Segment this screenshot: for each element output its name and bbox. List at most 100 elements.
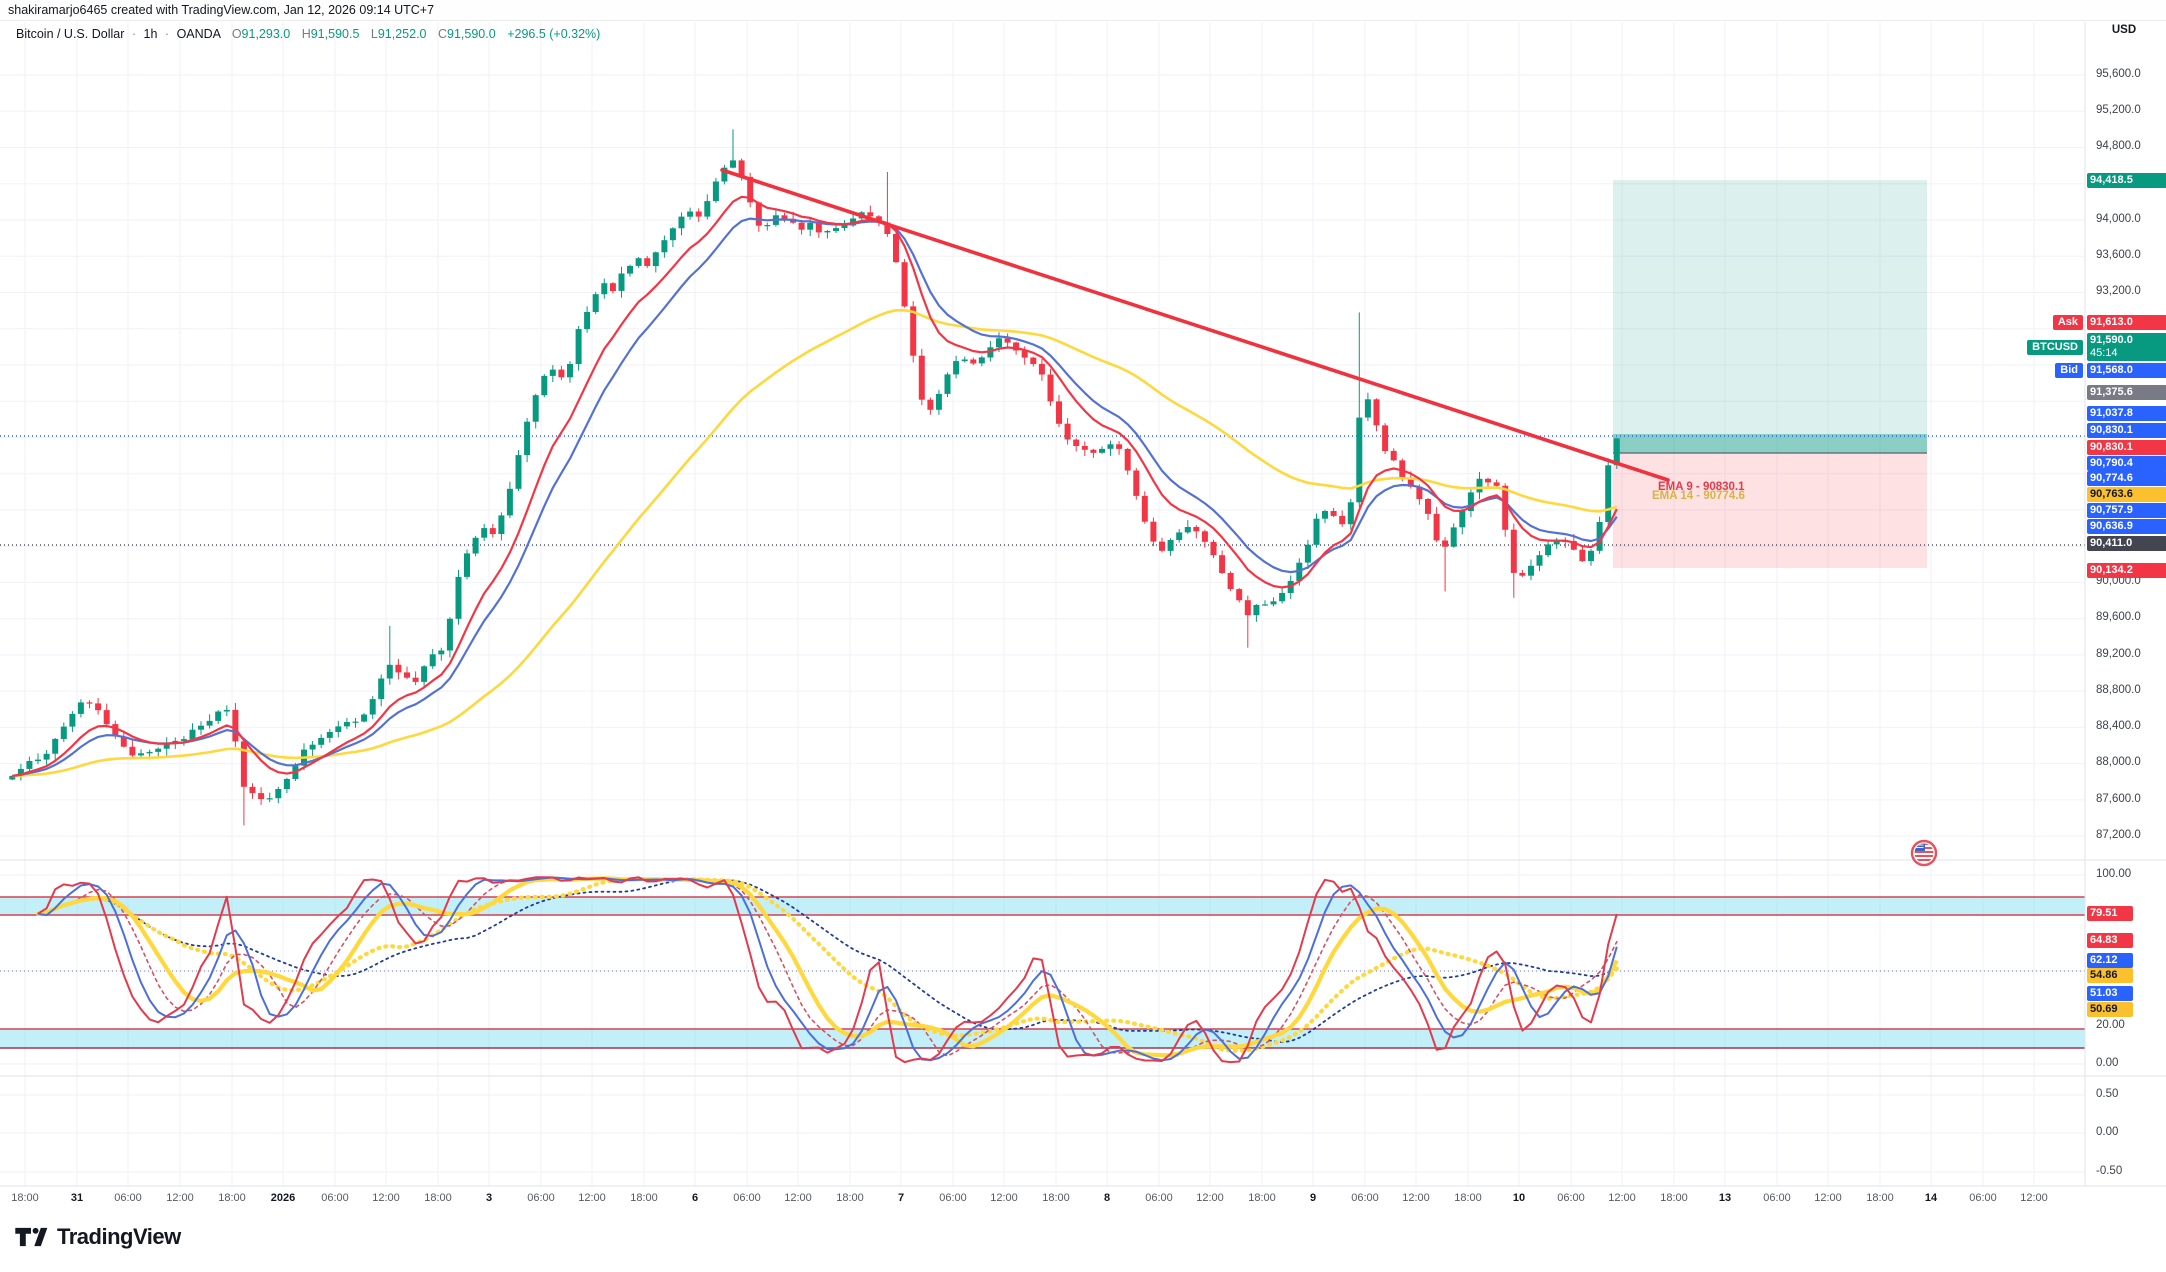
countdown-timer: 45:14 <box>2090 347 2118 359</box>
indicator-tick-label: -0.50 <box>2096 1165 2123 1177</box>
price-axis-badge[interactable]: 91,568.0 <box>2087 362 2166 378</box>
price-axis-badge-value: 90,774.6 <box>2090 471 2133 484</box>
price-axis-badge: 94,418.5 <box>2087 172 2166 188</box>
time-tick-label: 12:00 <box>2020 1192 2048 1204</box>
time-tick-label: 06:00 <box>1763 1192 1791 1204</box>
price-axis-badge: 91,037.8 <box>2087 405 2166 421</box>
indicator-value-badge: 64.83 <box>2087 932 2133 948</box>
time-tick-label: 12:00 <box>578 1192 606 1204</box>
price-tick-label: 88,000.0 <box>2096 756 2141 768</box>
ema14-value-note: EMA 14 - 90774.6 <box>1652 490 1745 502</box>
indicator-tick-label: 0.00 <box>2096 1126 2119 1138</box>
stoch-red-dot-line <box>37 877 1618 1058</box>
ema-slow-line <box>12 308 1618 778</box>
time-tick-label: 06:00 <box>527 1192 555 1204</box>
price-axis-badge-value: 90,636.9 <box>2090 519 2133 532</box>
ema-lines <box>12 195 1618 778</box>
long-position-tool[interactable] <box>1613 180 1927 568</box>
price-axis-badge: 90,757.9 <box>2087 502 2166 518</box>
price-axis-badge: 90,763.6 <box>2087 486 2166 502</box>
price-axis-badge-value: 90,790.4 <box>2090 456 2133 469</box>
stoch-yellow-dot-line <box>35 876 1619 1053</box>
indicator-tick-label: 0.00 <box>2096 1057 2119 1069</box>
position-stop-box[interactable] <box>1613 453 1927 568</box>
time-tick-label: 18:00 <box>1248 1192 1276 1204</box>
price-axis-badge-value: 91,568.0 <box>2090 363 2133 376</box>
tradingview-logo[interactable]: TradingView <box>14 1224 181 1250</box>
change-value: +296.5 (+0.32%) <box>507 27 601 41</box>
time-tick-label: 06:00 <box>1557 1192 1585 1204</box>
price-axis-badge: 90,830.1 <box>2087 439 2166 455</box>
price-tick-label: 87,200.0 <box>2096 829 2141 841</box>
open-label: O <box>231 27 242 41</box>
time-tick-label: 8 <box>1103 1192 1111 1204</box>
time-tick-label: 2026 <box>270 1192 296 1204</box>
price-axis-badge-value: 90,134.2 <box>2090 563 2133 576</box>
price-axis-badge-value: 90,830.1 <box>2090 423 2133 436</box>
indicator-value-badge: 79.51 <box>2087 905 2133 921</box>
exchange-label: OANDA <box>176 27 221 41</box>
time-tick-label: 06:00 <box>733 1192 761 1204</box>
high-label: H <box>301 27 311 41</box>
bid-tag[interactable]: Bid <box>2055 362 2083 378</box>
price-axis-badge: 90,411.0 <box>2087 535 2166 551</box>
tradingview-logo-text: TradingView <box>57 1224 181 1249</box>
price-tick-label: 94,800.0 <box>2096 140 2141 152</box>
economic-event-flag-icon[interactable] <box>1910 839 1938 867</box>
time-tick-label: 31 <box>70 1192 84 1204</box>
price-axis-badge-value: 91,590.0 <box>2090 334 2133 346</box>
price-tick-label: 89,200.0 <box>2096 648 2141 660</box>
price-axis-badge-value: 91,375.6 <box>2090 385 2133 398</box>
pane-separators <box>0 22 2166 1187</box>
ema-fast-line <box>12 195 1618 777</box>
interval-label[interactable]: 1h <box>143 27 158 41</box>
symbol-legend: Bitcoin / U.S. Dollar · 1h · OANDA O91,2… <box>16 27 600 41</box>
position-entry-zone[interactable] <box>1613 434 1927 453</box>
time-tick-label: 18:00 <box>11 1192 39 1204</box>
price-tick-label: 93,200.0 <box>2096 285 2141 297</box>
descending-trendline[interactable] <box>720 168 1670 482</box>
stoch-blue-line <box>37 876 1618 1062</box>
time-tick-label: 13 <box>1718 1192 1732 1204</box>
time-tick-label: 06:00 <box>939 1192 967 1204</box>
price-axis-badge: 91,375.6 <box>2087 384 2166 400</box>
price-axis-badge[interactable]: 91,613.0 <box>2087 314 2166 330</box>
low-label: L <box>370 27 378 41</box>
time-tick-label: 12:00 <box>784 1192 812 1204</box>
price-tick-label: 87,600.0 <box>2096 793 2141 805</box>
time-tick-label: 18:00 <box>1660 1192 1688 1204</box>
ask-tag[interactable]: Ask <box>2052 314 2083 330</box>
price-axis-badge-value: 90,763.6 <box>2090 487 2133 500</box>
time-tick-label: 18:00 <box>1042 1192 1070 1204</box>
time-tick-label: 6 <box>691 1192 699 1204</box>
position-profit-box[interactable] <box>1613 180 1927 453</box>
time-tick-label: 7 <box>897 1192 905 1204</box>
close-label: C <box>438 27 448 41</box>
price-axis-badge-value: 90,830.1 <box>2090 440 2133 453</box>
price-axis-badge-value: 91,037.8 <box>2090 406 2133 419</box>
price-axis-badge-value: 94,418.5 <box>2090 173 2133 186</box>
time-tick-label: 06:00 <box>1145 1192 1173 1204</box>
price-tick-label: 95,600.0 <box>2096 68 2141 80</box>
attribution-bar: shakiramarjo6465 created with TradingVie… <box>0 0 2166 21</box>
time-tick-label: 06:00 <box>321 1192 349 1204</box>
grid-lines <box>0 22 2085 1186</box>
price-scale-currency[interactable]: USD <box>2111 24 2137 36</box>
price-tick-label: 93,600.0 <box>2096 249 2141 261</box>
time-tick-label: 3 <box>485 1192 493 1204</box>
price-axis-badge: 90,830.1 <box>2087 422 2166 438</box>
legend-separator: · <box>164 27 170 41</box>
indicator-value-badge: 54.86 <box>2087 967 2133 983</box>
close-value: 91,590.0 <box>447 27 496 41</box>
time-tick-label: 12:00 <box>1402 1192 1430 1204</box>
stoch-red-line <box>37 876 1618 1064</box>
time-tick-label: 12:00 <box>1608 1192 1636 1204</box>
time-tick-label: 18:00 <box>836 1192 864 1204</box>
price-axis-badge: 90,774.6 <box>2087 470 2166 486</box>
time-tick-label: 18:00 <box>424 1192 452 1204</box>
time-tick-label: 12:00 <box>990 1192 1018 1204</box>
price-tick-label: 90,000.0 <box>2096 575 2141 587</box>
symbol-title[interactable]: Bitcoin / U.S. Dollar <box>16 27 125 41</box>
price-axis-badge: 90,134.2 <box>2087 562 2166 578</box>
